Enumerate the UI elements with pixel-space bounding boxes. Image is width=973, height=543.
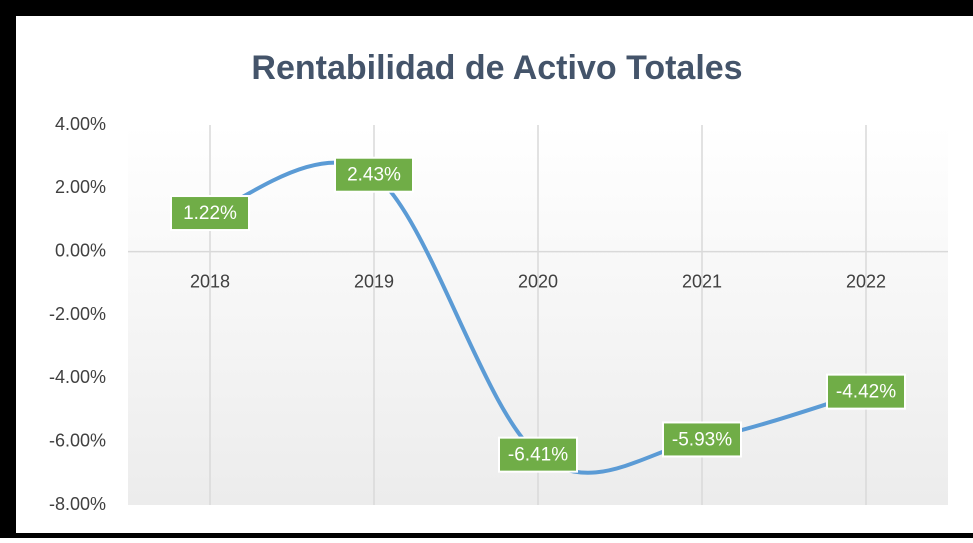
- y-tick-label: 2.00%: [55, 177, 106, 197]
- y-tick-label: -8.00%: [49, 494, 106, 514]
- data-label: 2.43%: [347, 165, 401, 186]
- data-label: -5.93%: [672, 429, 732, 450]
- x-tick-label: 2021: [682, 271, 722, 291]
- y-tick-label: -6.00%: [49, 430, 106, 450]
- x-tick-label: 2019: [354, 271, 394, 291]
- data-label-box: [662, 421, 742, 458]
- y-tick-label: 0.00%: [55, 240, 106, 260]
- y-tick-label: -2.00%: [49, 304, 106, 324]
- chart-title: Rentabilidad de Activo Totales: [251, 49, 742, 87]
- data-label-box: [334, 156, 414, 193]
- y-tick-label: 4.00%: [55, 114, 106, 134]
- y-tick-label: -4.00%: [49, 367, 106, 387]
- data-label: -4.42%: [836, 382, 896, 403]
- data-label: 1.22%: [183, 203, 237, 224]
- data-label-box: [498, 436, 578, 473]
- data-label: -6.41%: [508, 445, 568, 466]
- x-tick-label: 2020: [518, 271, 558, 291]
- data-label-box: [170, 195, 250, 232]
- x-tick-label: 2022: [846, 271, 886, 291]
- data-label-box: [826, 373, 906, 410]
- x-tick-label: 2018: [190, 271, 230, 291]
